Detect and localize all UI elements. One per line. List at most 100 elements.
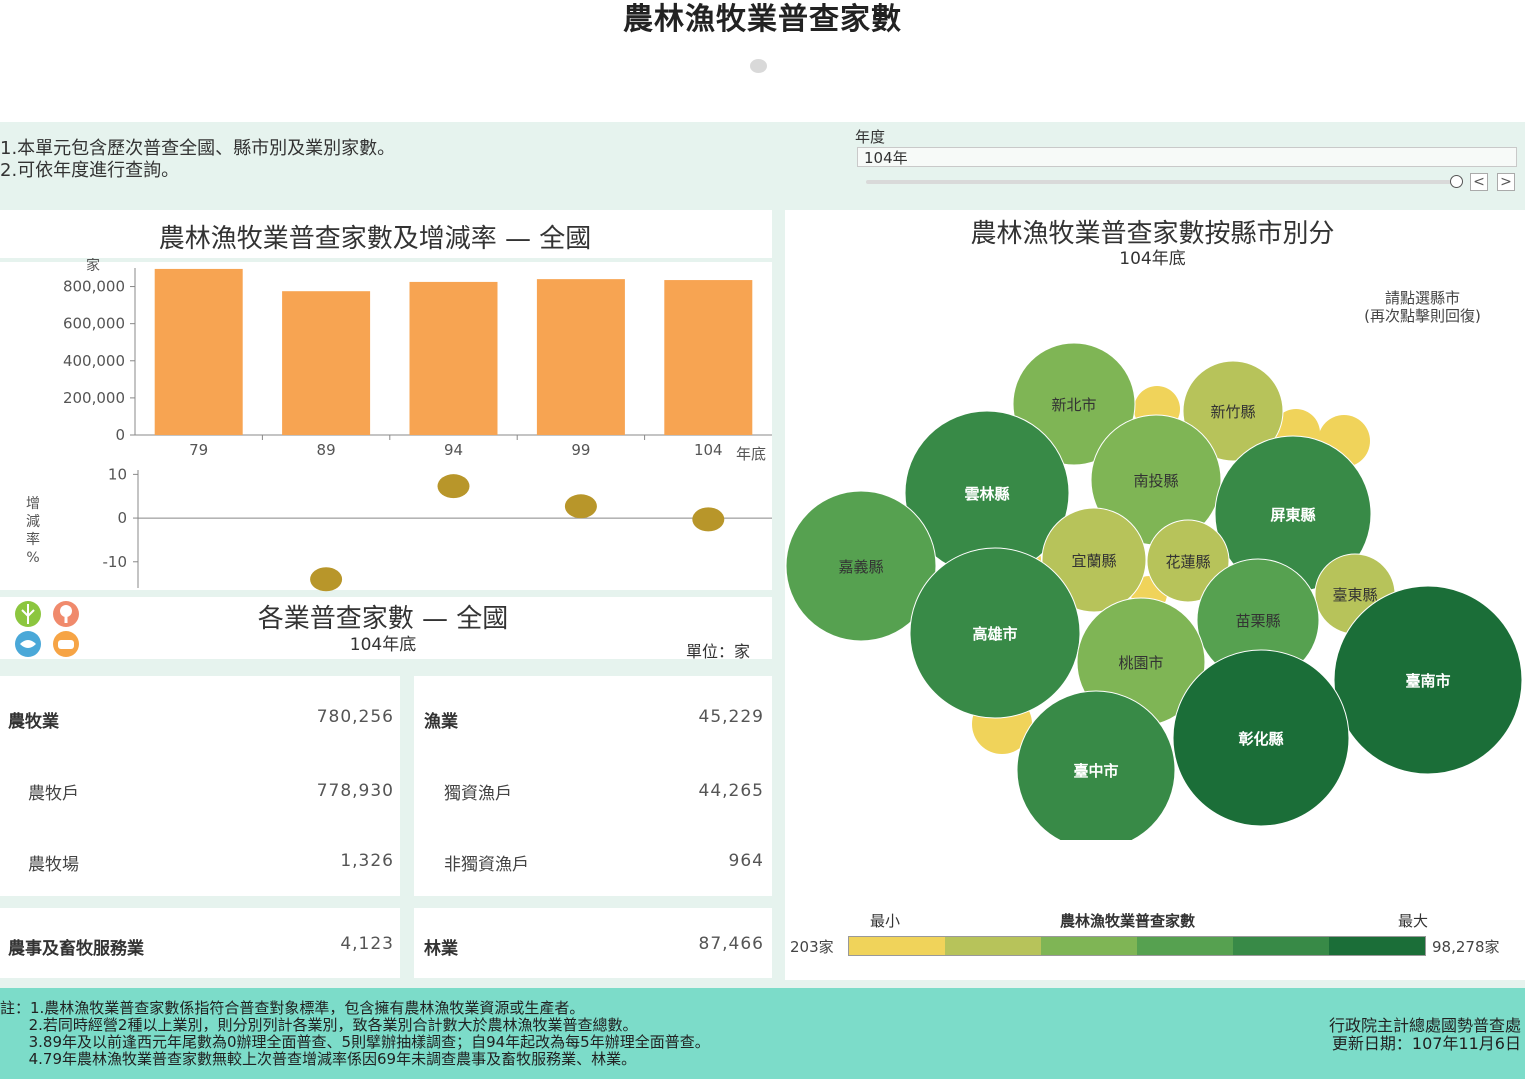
- county-chart-title: 農林漁牧業普查家數按縣市別分: [970, 219, 1335, 249]
- rate-y-tick-label: 0: [117, 509, 127, 527]
- legend-title: 農林漁牧業普查家數: [1060, 912, 1196, 930]
- bar-99: [536, 279, 625, 435]
- county-label: 雲林縣: [964, 485, 1009, 503]
- bar-rate-chart: 家 0 200,000 400,000 600,000 800,000 79 89 94 99 10…: [26, 258, 772, 592]
- agri-sub1-value: 778,930: [316, 781, 394, 801]
- panel-divider: [0, 258, 772, 262]
- rate-y-tick-label: -10: [103, 553, 128, 571]
- forest-card[interactable]: [414, 908, 772, 978]
- industry-header-panel: [0, 597, 772, 659]
- rate-point-89: [310, 567, 343, 592]
- bar-y-tick-label: 800,000: [63, 278, 125, 296]
- bar-y-tick-label: 400,000: [63, 352, 125, 370]
- footer: [0, 988, 1525, 1079]
- county-label: 屏東縣: [1270, 506, 1315, 524]
- county-bubble-高雄市: 高雄市: [909, 547, 1081, 719]
- rate-point-99: [564, 494, 597, 519]
- footer-agency: 行政院主計總處國勢普查處: [1328, 1016, 1521, 1035]
- legend-swatch: [1233, 937, 1329, 955]
- next-year-button[interactable]: >: [1497, 173, 1515, 191]
- intro-line-2: 2.可依年度進行查詢。: [0, 160, 180, 181]
- agri-sub2-label: 農牧場: [28, 855, 79, 875]
- county-bubble-宜蘭縣: 宜蘭縣: [1041, 507, 1147, 613]
- county-label: 嘉義縣: [838, 558, 883, 576]
- forest-label: 林業: [424, 939, 458, 959]
- county-label: 新竹縣: [1210, 403, 1255, 421]
- footer-meta: 行政院主計總處國勢普查處 更新日期：107年11月6日: [1329, 1017, 1521, 1053]
- county-label: 宜蘭縣: [1071, 552, 1116, 570]
- agri-label: 農牧業: [8, 712, 59, 732]
- footer-updated: 更新日期：107年11月6日: [1331, 1034, 1521, 1053]
- intro-line-1: 1.本單元包含歷次普查全國、縣市別及業別家數。: [0, 138, 396, 159]
- county-hint: 請點選縣市 (再次點擊則回復): [1340, 289, 1505, 325]
- rate-point-104: [692, 507, 725, 532]
- page-title: 農林漁牧業普查家數: [623, 2, 902, 37]
- bar-x-label: 94: [444, 441, 463, 459]
- bar-x-label: 89: [317, 441, 336, 459]
- bar-94: [409, 281, 498, 435]
- county-bubble-花蓮縣: 花蓮縣: [1146, 519, 1230, 603]
- county-bubble-新竹縣: 新竹縣: [1182, 360, 1284, 462]
- legend-swatch: [1041, 937, 1137, 955]
- bar-x-suffix: 年底: [736, 445, 766, 463]
- rate-y-tick-label: 10: [108, 465, 127, 483]
- legend-color-ramp: [848, 936, 1426, 956]
- bar-79: [154, 268, 243, 435]
- year-slider-track[interactable]: [866, 180, 1451, 184]
- bar-x-label: 104: [694, 441, 723, 459]
- year-slider-thumb[interactable]: [1450, 175, 1463, 188]
- national-chart-panel: [0, 210, 772, 590]
- legend-swatch: [849, 937, 945, 955]
- industry-icons: [10, 600, 88, 660]
- rate-axis-label: 減: [26, 513, 40, 530]
- bar-y-tick-label: 0: [115, 426, 125, 444]
- industry-title: 各業普查家數 — 全國: [257, 604, 509, 634]
- fish-card[interactable]: [414, 676, 772, 896]
- fish-label: 漁業: [424, 712, 458, 732]
- legend-max-value: 98,278家: [1432, 938, 1500, 956]
- service-value: 4,123: [340, 934, 394, 954]
- agri-sub1-label: 農牧戶: [28, 784, 79, 804]
- county-bubble-雲林縣: 雲林縣: [904, 410, 1070, 576]
- legend-min-label: 最小: [870, 912, 901, 930]
- bar-104: [664, 280, 753, 435]
- prev-year-button[interactable]: <: [1470, 173, 1488, 191]
- rate-axis-label: 增: [26, 496, 40, 512]
- county-label: 臺東縣: [1332, 586, 1377, 604]
- rate-axis-label: 率: [26, 531, 40, 548]
- county-label: 花蓮縣: [1165, 553, 1210, 571]
- county-bubble-彰化縣: 彰化縣: [1172, 649, 1350, 827]
- agri-value: 780,256: [316, 707, 394, 727]
- national-chart-title: 農林漁牧業普查家數及增減率 — 全國: [158, 224, 592, 254]
- county-bubble-嘉義縣: 嘉義縣: [785, 490, 937, 642]
- agri-card[interactable]: [0, 676, 400, 896]
- legend-min-value: 203家: [790, 938, 834, 956]
- year-filter-label: 年度: [855, 128, 886, 146]
- industry-unit: 單位：家: [686, 642, 751, 661]
- bar-y-tick-label: 600,000: [63, 315, 125, 333]
- service-card[interactable]: [0, 908, 400, 978]
- agri-sub2-value: 1,326: [340, 851, 394, 871]
- bar-x-label: 99: [571, 441, 590, 459]
- page-indicator-dot[interactable]: [750, 59, 767, 73]
- county-label: 桃園市: [1118, 654, 1163, 672]
- legend-swatch: [1137, 937, 1233, 955]
- county-label: 高雄市: [972, 625, 1017, 643]
- year-filter-value[interactable]: 104年: [857, 147, 1517, 167]
- bar-y-tick-label: 200,000: [63, 389, 125, 407]
- county-label: 苗栗縣: [1235, 612, 1280, 630]
- rate-point-94: [437, 474, 470, 499]
- county-bubble-臺中市: 臺中市: [1016, 690, 1176, 840]
- industry-subtitle: 104年底: [349, 635, 417, 655]
- county-label: 新北市: [1051, 396, 1096, 414]
- bar-x-label: 79: [189, 441, 208, 459]
- bar-89: [282, 291, 371, 435]
- intro-notes: 1.本單元包含歷次普查全國、縣市別及業別家數。 2.可依年度進行查詢。: [0, 138, 395, 182]
- county-label: 臺中市: [1073, 762, 1118, 780]
- legend-max-label: 最大: [1398, 912, 1429, 930]
- fish-sub1-label: 獨資漁戶: [444, 784, 512, 804]
- county-label: 彰化縣: [1238, 730, 1283, 748]
- fish-sub2-label: 非獨資漁戶: [444, 855, 529, 875]
- footer-notes: 註：1.農林漁牧業普查家數係指符合普查對象標準，包含擁有農林漁牧業資源或生產者。…: [0, 999, 710, 1068]
